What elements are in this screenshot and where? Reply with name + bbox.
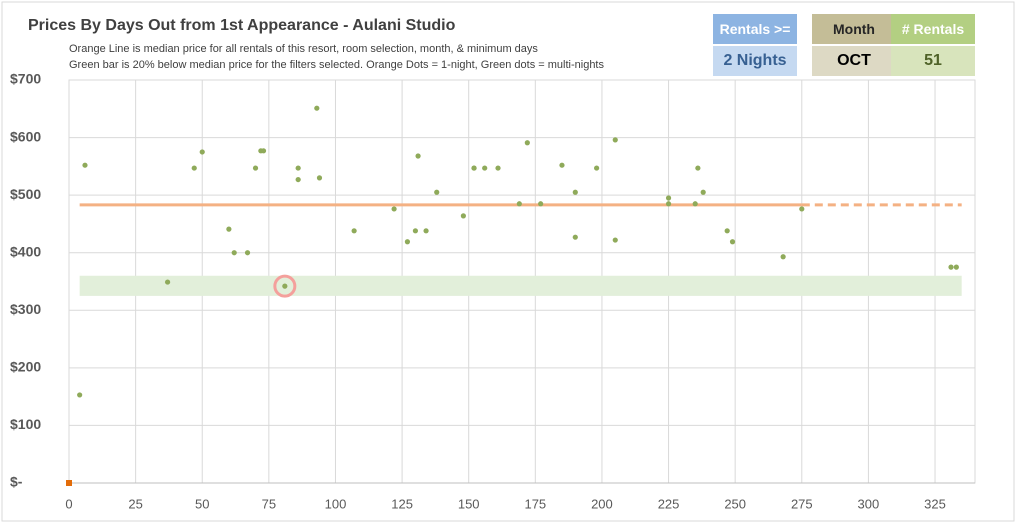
point [199, 149, 205, 155]
point [559, 162, 565, 168]
point [692, 201, 698, 207]
filter-value: 2 Nights [713, 46, 797, 76]
point [226, 226, 232, 232]
point [415, 153, 421, 159]
x-tick-label: 75 [262, 496, 276, 511]
point [191, 165, 197, 171]
y-tick-label: $400 [10, 243, 41, 259]
point [612, 137, 618, 143]
point [572, 189, 578, 195]
point [524, 140, 530, 146]
band [79, 275, 962, 296]
point [260, 148, 267, 154]
point [471, 165, 477, 171]
x-tick-label: 150 [458, 496, 480, 511]
chart-subtitle: Green bar is 20% below median price for … [69, 59, 604, 71]
filter-box: Rentals >= 2 Nights [713, 14, 797, 76]
x-tick-label: 200 [591, 496, 613, 511]
y-tick-label: $200 [10, 359, 41, 375]
point [594, 165, 600, 171]
filter-value: 51 [891, 46, 975, 76]
point [700, 189, 706, 195]
point [231, 250, 237, 256]
y-tick-label: $500 [10, 186, 41, 202]
point [391, 206, 397, 212]
point [412, 228, 419, 234]
x-tick-label: 225 [658, 496, 680, 511]
point [495, 165, 501, 171]
point [434, 189, 440, 195]
point [316, 175, 323, 181]
point [780, 254, 786, 260]
y-tick-label: $700 [10, 71, 41, 87]
x-tick-label: 250 [724, 496, 746, 511]
point [538, 201, 544, 207]
point [665, 195, 672, 201]
x-tick-label: 275 [791, 496, 813, 511]
y-tick-label: $- [10, 474, 23, 490]
y-tick-label: $100 [10, 416, 41, 432]
chart-title: Prices By Days Out from 1st Appearance -… [28, 17, 456, 34]
point [612, 237, 618, 243]
filter-label: # Rentals [891, 14, 975, 44]
point [82, 162, 88, 168]
point [295, 165, 301, 171]
filter-value: OCT [812, 46, 896, 76]
point [77, 392, 83, 398]
point [164, 279, 171, 285]
x-tick-label: 125 [391, 496, 413, 511]
point [948, 264, 954, 270]
point [695, 165, 701, 171]
point [460, 213, 466, 219]
highlight-ring [273, 274, 297, 298]
x-tick-label: 50 [195, 496, 209, 511]
x-tick-label: 25 [128, 496, 142, 511]
filter-label: Rentals >= [713, 14, 797, 44]
filter-box: Month OCT [812, 14, 896, 76]
point [665, 201, 672, 207]
x-tick-label: 100 [325, 496, 347, 511]
point [66, 480, 72, 486]
point [482, 165, 488, 171]
filter-label: Month [812, 14, 896, 44]
point [295, 176, 301, 183]
point [351, 228, 357, 234]
y-tick-label: $300 [10, 301, 41, 317]
x-tick-label: 300 [858, 496, 880, 511]
filter-box: # Rentals 51 [891, 14, 975, 76]
point [282, 283, 288, 289]
point [729, 239, 736, 245]
point [572, 234, 578, 240]
point [404, 239, 411, 245]
y-tick-label: $600 [10, 128, 41, 144]
point [799, 206, 805, 212]
x-tick-label: 175 [524, 496, 546, 511]
point [252, 165, 259, 171]
point [516, 201, 522, 207]
point [244, 250, 251, 256]
point [314, 105, 320, 111]
point [423, 228, 429, 234]
point [953, 264, 959, 270]
x-tick-label: 0 [65, 496, 72, 511]
chart-subtitle: Orange Line is median price for all rent… [69, 43, 538, 55]
point [724, 228, 730, 234]
x-tick-label: 325 [924, 496, 946, 511]
